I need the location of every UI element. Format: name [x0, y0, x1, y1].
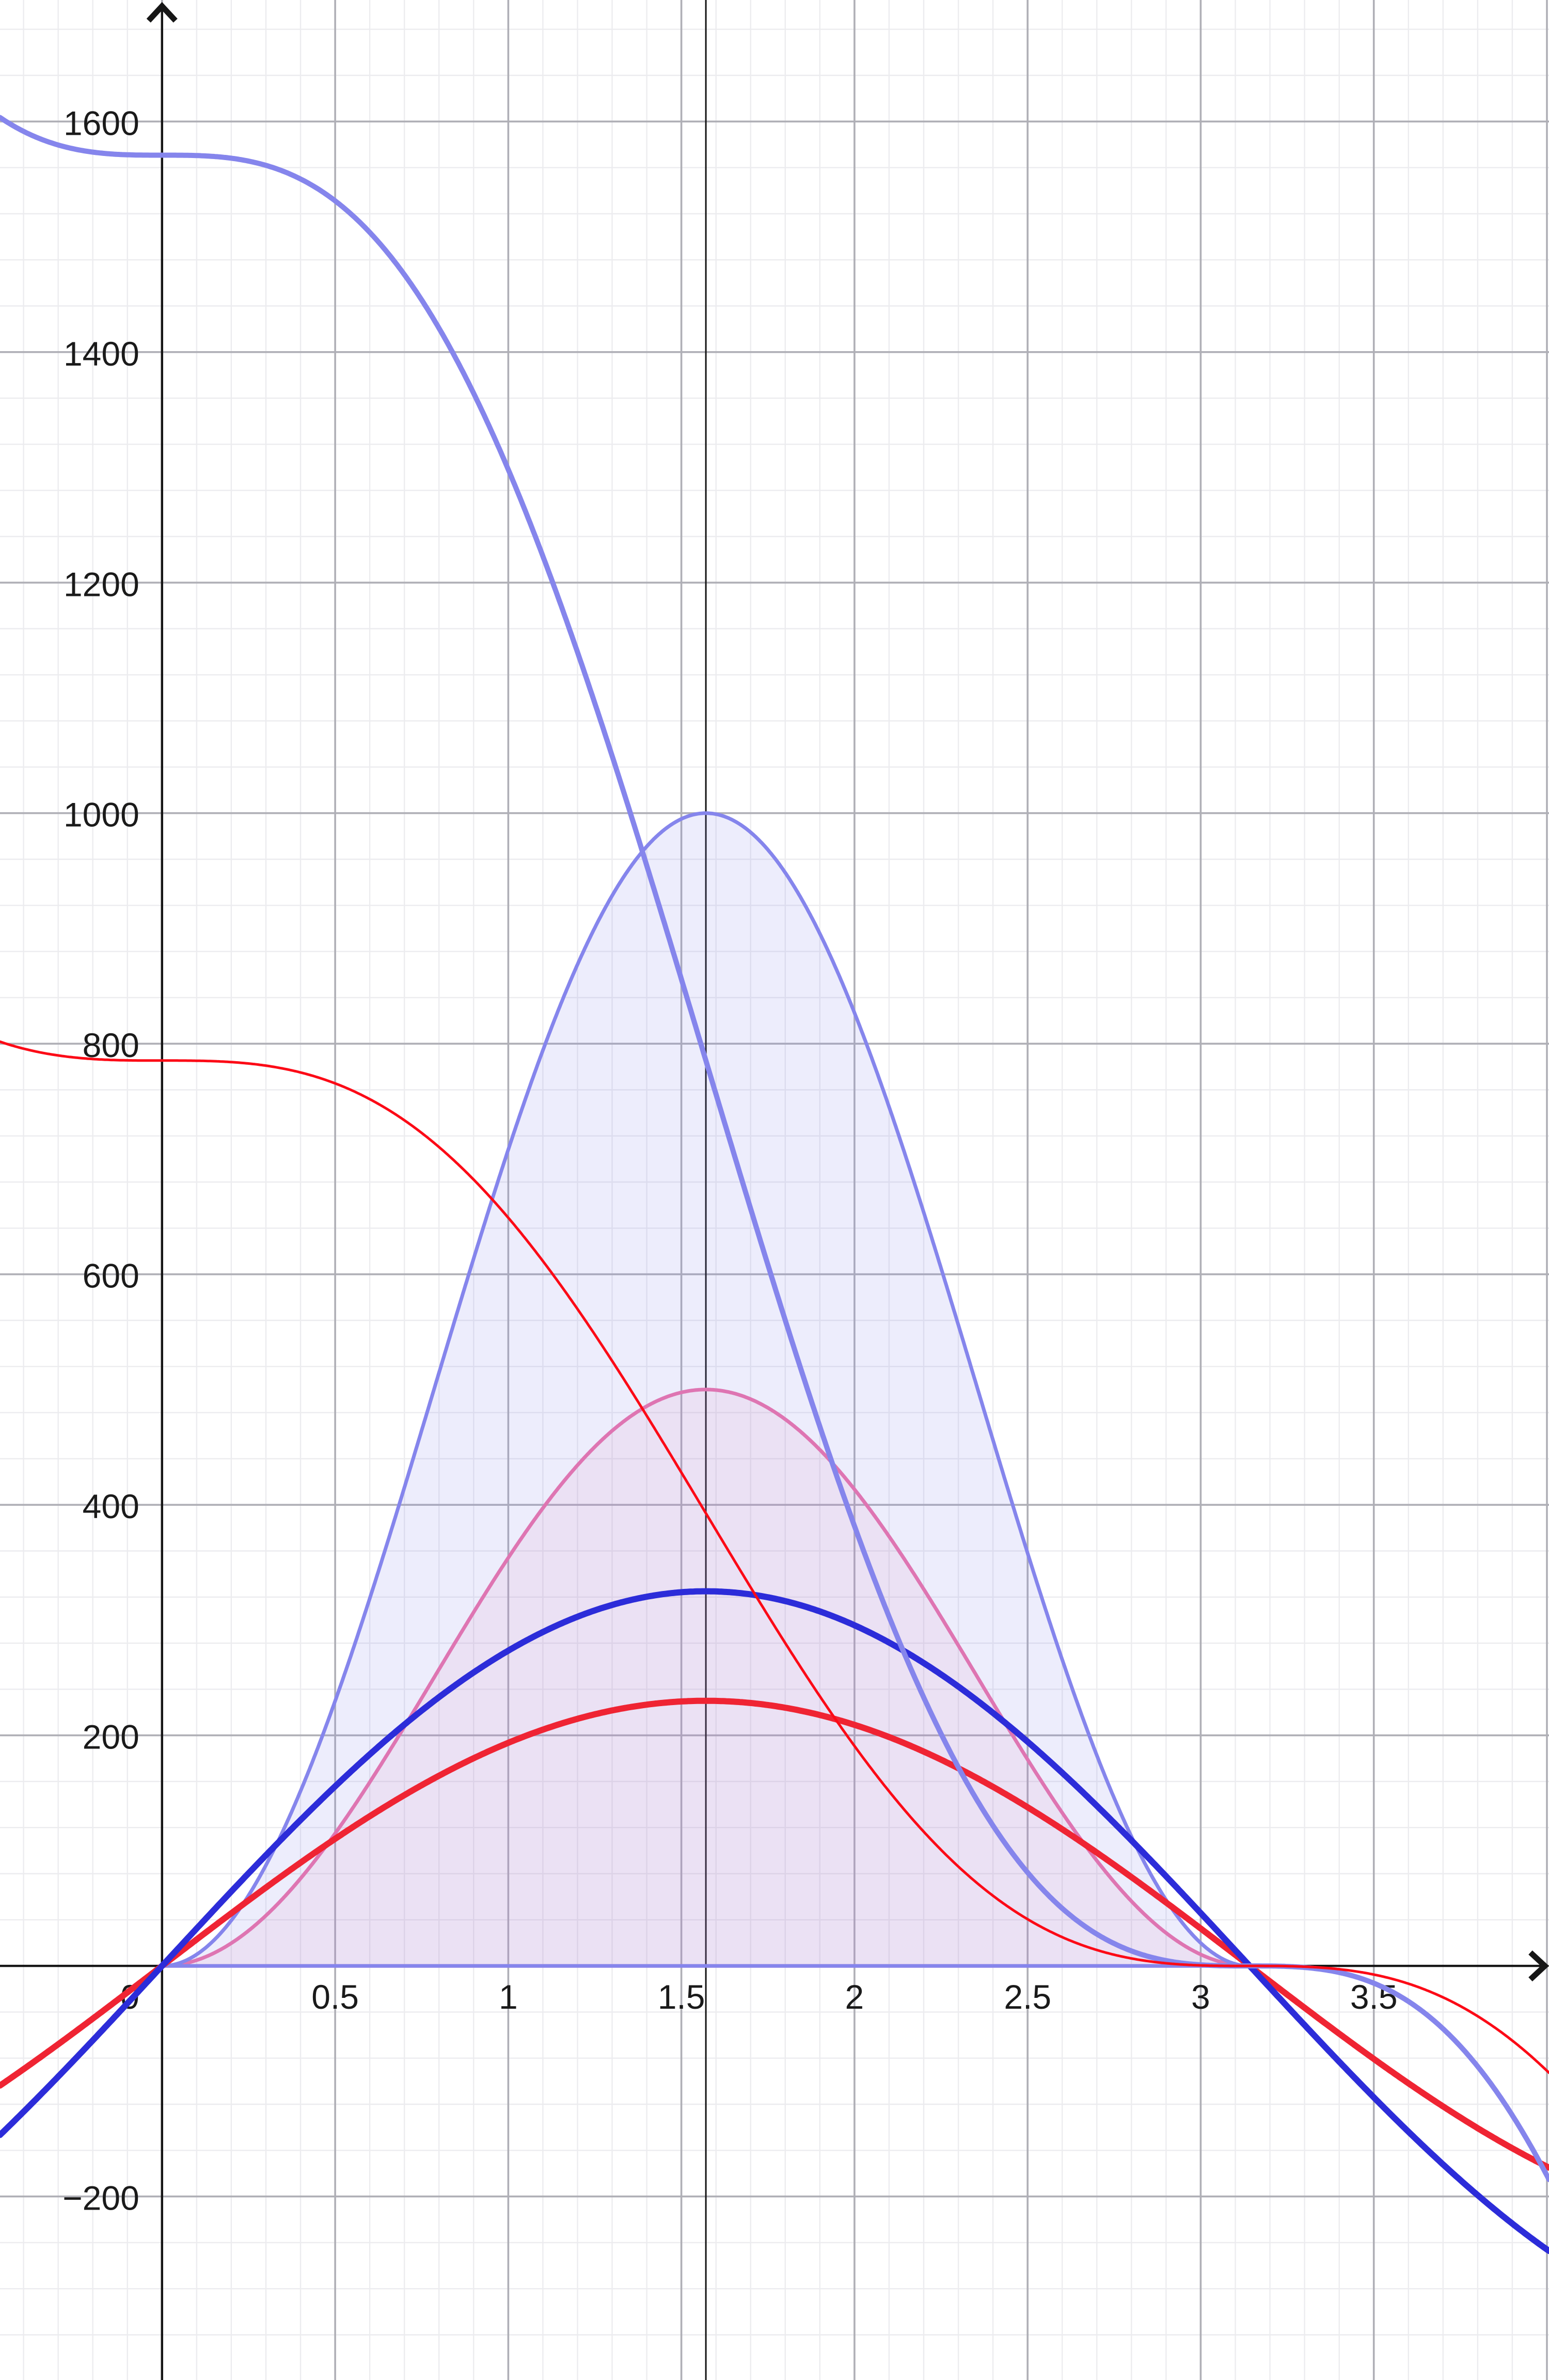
x-tick-label: 3	[1191, 1978, 1210, 2016]
pink-sin2-region[interactable]	[160, 1388, 1252, 1968]
y-tick-label: 1600	[64, 104, 139, 142]
thick-red-sine[interactable]	[0, 1697, 1549, 2171]
thick-blue-sine[interactable]	[0, 1588, 1549, 2254]
y-tick-label: 200	[83, 1718, 139, 1756]
y-tick-label: 1400	[64, 335, 139, 373]
thin-red-integral-curve[interactable]	[0, 1040, 1549, 2074]
x-tick-label: 2	[845, 1978, 864, 2016]
y-axis-arrow-icon	[146, 2, 178, 23]
x-tick-label: 1.5	[658, 1978, 705, 2016]
x-tick-label: 0.5	[311, 1978, 359, 2016]
x-tick-label: 1	[499, 1978, 518, 2016]
y-tick-label: 1200	[64, 565, 139, 603]
x-tick-label: 2.5	[1004, 1978, 1051, 2016]
y-tick-label: 1000	[64, 796, 139, 834]
y-tick-label: 400	[83, 1487, 139, 1525]
blue-sin2-region[interactable]	[160, 811, 1252, 1968]
y-tick-label: −200	[62, 2179, 139, 2217]
y-tick-label: 600	[83, 1257, 139, 1295]
x-axis-arrow-icon	[1528, 1950, 1549, 1982]
series-curves	[0, 115, 1549, 2254]
